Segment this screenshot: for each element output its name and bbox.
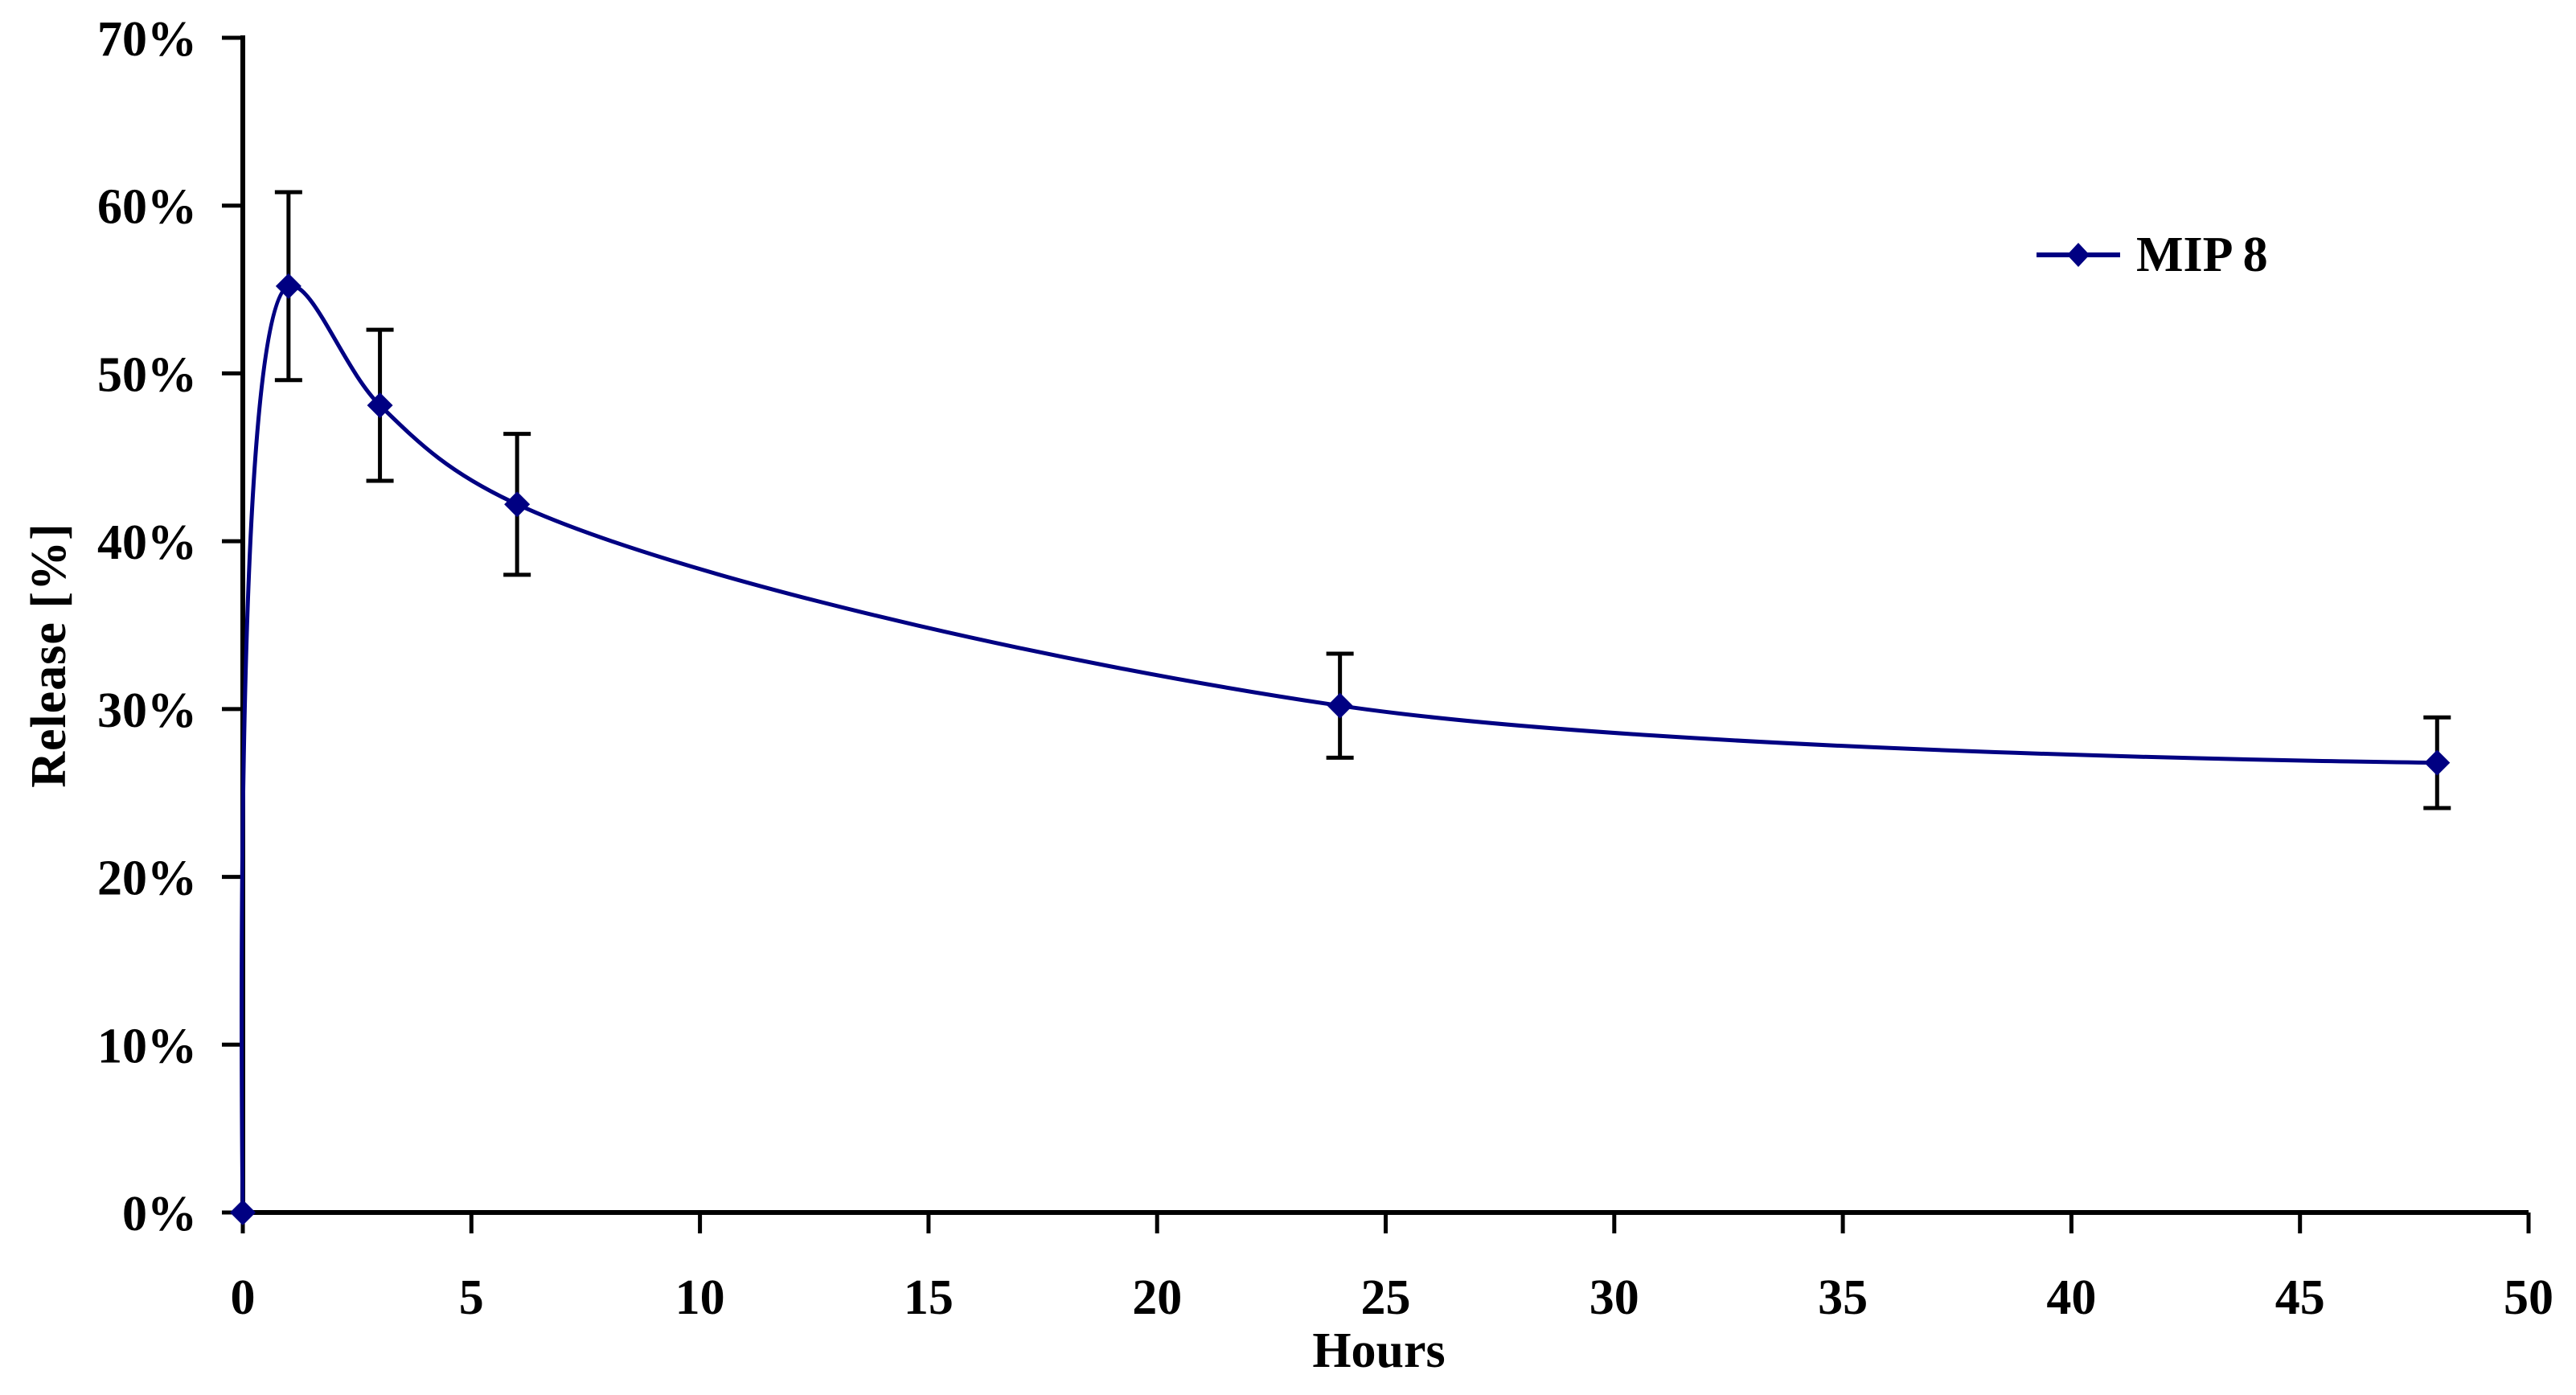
y-tick-label: 40%: [97, 515, 197, 570]
y-tick-label: 50%: [97, 347, 197, 402]
data-point-marker: [275, 273, 301, 299]
legend-label: MIP 8: [2136, 228, 2268, 282]
x-tick-label: 10: [675, 1270, 725, 1325]
x-tick-label: 0: [231, 1270, 256, 1325]
legend-diamond-icon: [2067, 243, 2090, 267]
legend-key-mip8: [2037, 243, 2120, 267]
x-tick-label: 30: [1589, 1270, 1639, 1325]
x-tick-label: 25: [1361, 1270, 1411, 1325]
x-tick-label: 40: [2046, 1270, 2096, 1325]
y-tick-label: 10%: [97, 1019, 197, 1073]
data-point-marker: [367, 392, 393, 419]
y-tick-label: 60%: [97, 180, 197, 235]
x-tick-label: 15: [904, 1270, 954, 1325]
x-tick-label: 5: [459, 1270, 484, 1325]
y-tick-label: 30%: [97, 683, 197, 738]
data-point-marker: [230, 1200, 256, 1225]
y-tick-label: 20%: [97, 851, 197, 906]
y-tick-label: 70%: [97, 12, 197, 67]
x-tick-label: 20: [1132, 1270, 1182, 1325]
x-tick-label: 50: [2504, 1270, 2553, 1325]
data-point-marker: [2424, 749, 2451, 776]
x-tick-label: 45: [2275, 1270, 2325, 1325]
data-point-marker: [504, 491, 531, 518]
y-axis-title: Release [%]: [22, 523, 76, 788]
data-point-marker: [1327, 692, 1353, 719]
y-tick-label: 0%: [122, 1187, 197, 1241]
series-line-mip8: [240, 284, 2438, 1213]
legend: MIP 8: [2035, 230, 2268, 280]
x-tick-label: 35: [1818, 1270, 1868, 1325]
x-axis-title: Hours: [1312, 1323, 1446, 1378]
